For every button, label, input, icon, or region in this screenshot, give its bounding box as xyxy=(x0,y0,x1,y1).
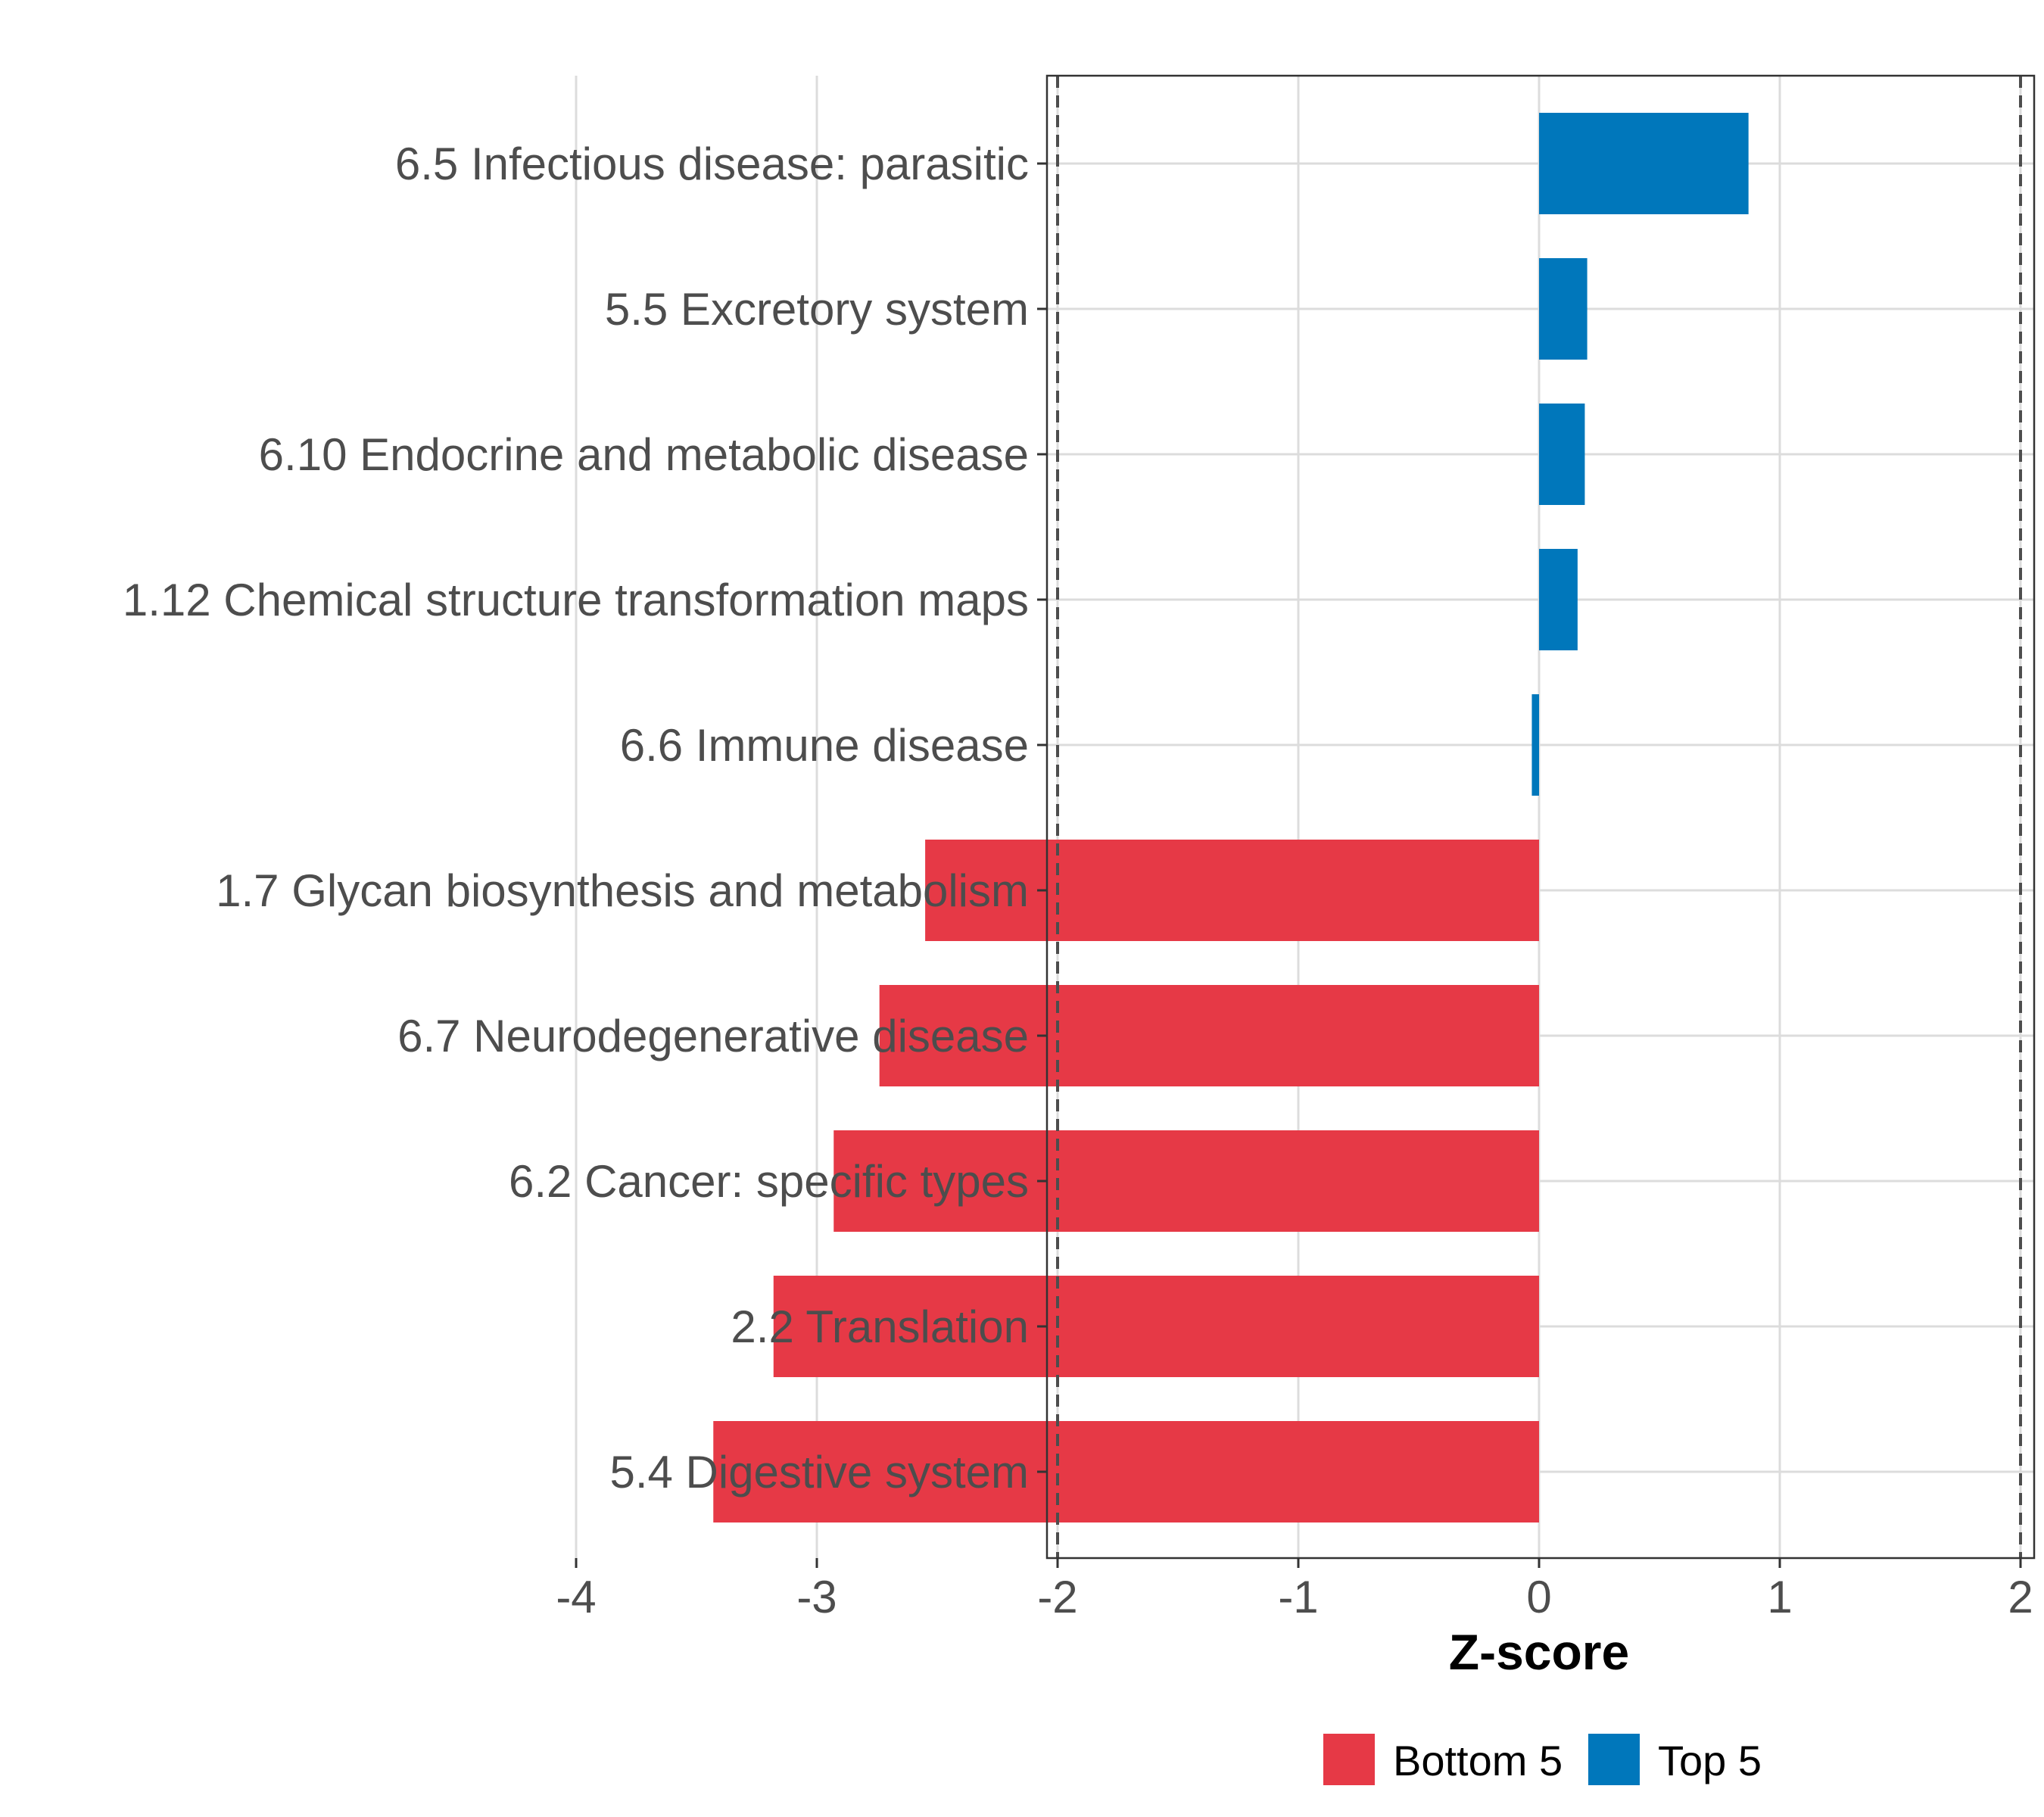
category-label: 6.7 Neurodegenerative disease xyxy=(397,1011,1029,1061)
bar xyxy=(925,840,1539,941)
x-tick-label: -2 xyxy=(1037,1572,1077,1622)
legend-swatch xyxy=(1588,1734,1640,1785)
legend: Bottom 5 Top 5 xyxy=(1323,1734,1762,1785)
x-tick-label: -1 xyxy=(1278,1572,1318,1622)
legend-label: Bottom 5 xyxy=(1393,1737,1563,1784)
x-tick-label: -3 xyxy=(796,1572,837,1622)
grid xyxy=(575,76,2034,1558)
category-label: 6.5 Infectious disease: parasitic xyxy=(395,139,1029,189)
legend-swatch xyxy=(1323,1734,1375,1785)
bar xyxy=(773,1276,1539,1377)
bar xyxy=(1539,549,1578,650)
category-label: 5.5 Excretory system xyxy=(605,284,1029,335)
legend-label: Top 5 xyxy=(1658,1737,1762,1784)
x-axis-title: Z-score xyxy=(1449,1624,1629,1680)
bar xyxy=(1539,113,1749,214)
bar xyxy=(833,1130,1539,1232)
bar xyxy=(713,1421,1539,1522)
category-label: 5.4 Digestive system xyxy=(609,1447,1029,1498)
x-tick-label: 1 xyxy=(1767,1572,1792,1622)
category-label: 2.2 Translation xyxy=(731,1301,1029,1352)
category-label: 1.7 Glycan biosynthesis and metabolism xyxy=(216,865,1029,916)
x-tick-label: 0 xyxy=(1526,1572,1551,1622)
category-label: 6.6 Immune disease xyxy=(620,720,1029,771)
category-axis: 6.5 Infectious disease: parasitic 5.5 Exc… xyxy=(123,139,1047,1498)
category-label: 6.10 Endocrine and metabolic disease xyxy=(259,429,1029,480)
reference-lines xyxy=(1056,76,2022,1558)
bar xyxy=(1539,404,1585,505)
plot-panel-border xyxy=(1045,74,2036,1560)
category-label: 6.2 Cancer: specific types xyxy=(509,1156,1029,1207)
bar xyxy=(879,985,1539,1086)
x-tick-label: -4 xyxy=(556,1572,596,1622)
category-label: 1.12 Chemical structure transformation m… xyxy=(123,575,1029,625)
x-tick-label: 2 xyxy=(2008,1572,2033,1622)
bar xyxy=(1531,694,1539,796)
x-axis: -4-3-2-101234 xyxy=(556,1558,2033,1622)
bars xyxy=(713,113,1749,1522)
bar xyxy=(1539,258,1588,360)
